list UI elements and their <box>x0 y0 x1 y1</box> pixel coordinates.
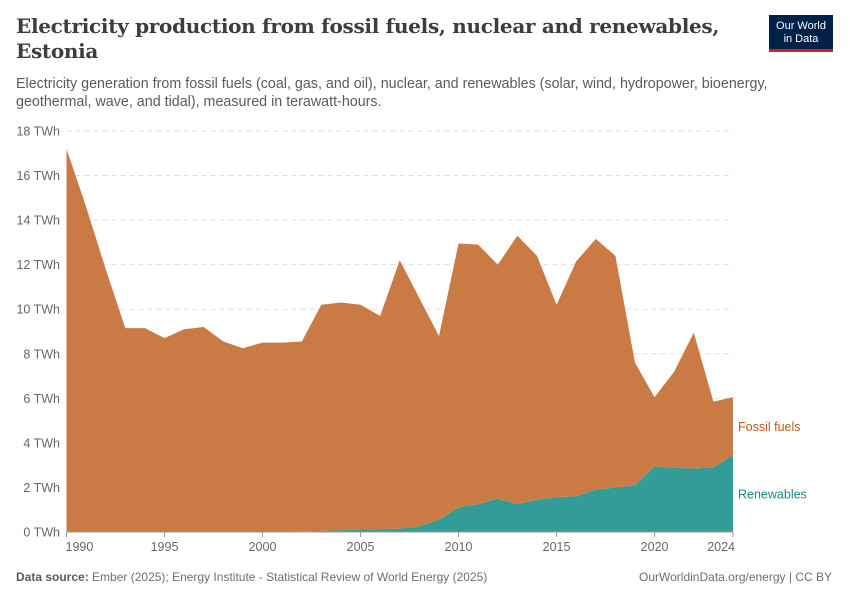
y-tick-label: 14 TWh <box>16 214 60 228</box>
data-source-text[interactable]: Ember (2025); Energy Institute - Statist… <box>92 570 488 584</box>
y-tick-label: 4 TWh <box>23 436 60 450</box>
chart-subtitle: Electricity generation from fossil fuels… <box>16 76 768 110</box>
y-tick-label: 10 TWh <box>16 303 60 317</box>
chart-title: Electricity production from fossil fuels… <box>16 14 720 63</box>
x-tick-label: 2015 <box>543 540 571 554</box>
y-tick-label: 2 TWh <box>23 481 60 495</box>
y-tick-label: 0 TWh <box>23 526 60 540</box>
x-tick-label: 2010 <box>445 540 473 554</box>
logo-line-2: in Data <box>783 32 819 45</box>
x-tick-label: 2005 <box>347 540 375 554</box>
y-tick-label: 8 TWh <box>23 347 60 361</box>
y-tick-label: 18 TWh <box>16 125 60 139</box>
owid-logo[interactable]: Our World in Data <box>769 15 833 52</box>
x-tick-label: 2020 <box>641 540 669 554</box>
legend-label-renewables: Renewables <box>738 488 807 502</box>
logo-line-1: Our World <box>776 20 826 32</box>
credit-link[interactable]: OurWorldinData.org/energy | CC BY <box>639 570 832 584</box>
area-renewables <box>66 455 733 532</box>
y-tick-label: 6 TWh <box>23 392 60 406</box>
legend-label-fossil-fuels: Fossil fuels <box>738 420 801 434</box>
y-tick-label: 12 TWh <box>16 258 60 272</box>
y-tick-label: 16 TWh <box>16 169 60 183</box>
data-source-label: Data source: <box>16 570 89 584</box>
area-fossil-fuels <box>66 148 733 533</box>
data-source: Data source: Ember (2025); Energy Instit… <box>16 570 487 584</box>
x-tick-label: 1990 <box>66 540 94 554</box>
x-tick-label: 2000 <box>249 540 277 554</box>
x-tick-label: 1995 <box>151 540 179 554</box>
x-tick-label: 2024 <box>707 540 735 554</box>
